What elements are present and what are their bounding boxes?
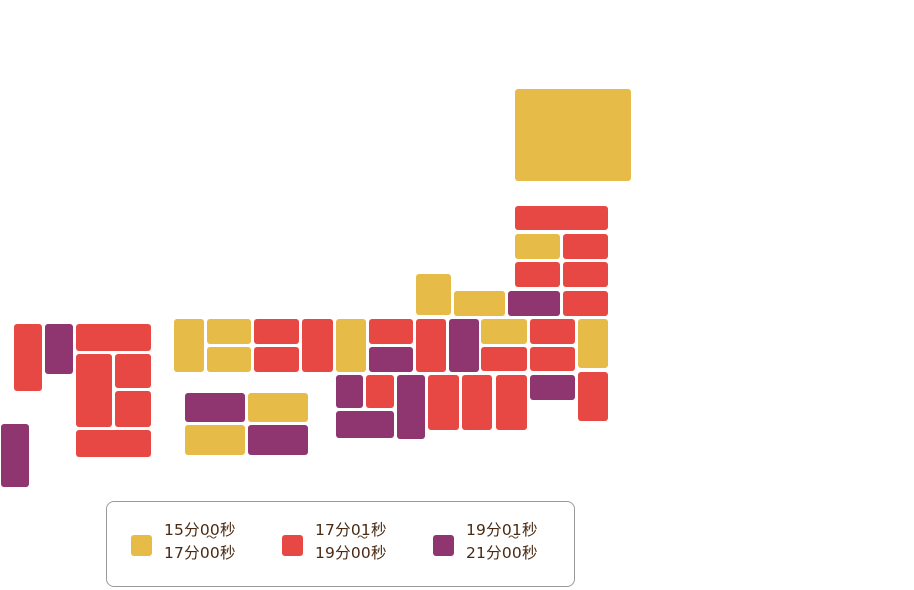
prefecture-tile bbox=[76, 324, 151, 351]
prefecture-tile bbox=[1, 424, 29, 487]
prefecture-tile bbox=[454, 291, 505, 316]
prefecture-tile bbox=[302, 319, 333, 372]
prefecture-tile bbox=[369, 347, 413, 372]
legend-swatch-purple bbox=[433, 535, 454, 556]
prefecture-tile bbox=[248, 393, 308, 422]
prefecture-tile bbox=[185, 393, 245, 422]
prefecture-tile bbox=[416, 274, 451, 315]
prefecture-tile bbox=[530, 319, 575, 344]
prefecture-tile bbox=[115, 354, 151, 388]
prefecture-tile bbox=[397, 375, 425, 439]
prefecture-tile bbox=[481, 347, 527, 371]
prefecture-tile bbox=[369, 319, 413, 344]
prefecture-tile bbox=[481, 319, 527, 344]
prefecture-tile bbox=[174, 319, 204, 372]
legend-range-end: 19分00秒 bbox=[315, 544, 387, 562]
prefecture-tile bbox=[515, 89, 631, 181]
prefecture-tile bbox=[76, 430, 151, 457]
prefecture-tile bbox=[254, 319, 299, 344]
prefecture-tile bbox=[578, 372, 608, 421]
prefecture-tile bbox=[336, 375, 363, 408]
prefecture-tile bbox=[449, 319, 479, 372]
prefecture-tile bbox=[248, 425, 308, 455]
legend-range-start: 17分01秒 bbox=[315, 521, 387, 539]
prefecture-tile bbox=[254, 347, 299, 372]
legend-label: 17分01秒 〜 19分00秒 bbox=[315, 519, 425, 565]
prefecture-tile bbox=[336, 411, 394, 438]
prefecture-tile bbox=[563, 291, 608, 316]
prefecture-tile bbox=[515, 206, 608, 230]
legend-range-tilde: 〜 bbox=[357, 531, 369, 544]
legend-range-end: 21分00秒 bbox=[466, 544, 538, 562]
prefecture-tile bbox=[462, 375, 492, 430]
legend-range-end: 17分00秒 bbox=[164, 544, 236, 562]
prefecture-tile bbox=[515, 234, 560, 259]
prefecture-tile bbox=[508, 291, 560, 316]
prefecture-tile bbox=[76, 354, 112, 427]
prefecture-tile bbox=[428, 375, 459, 430]
prefecture-tile bbox=[530, 375, 575, 400]
prefecture-tile bbox=[416, 319, 446, 372]
legend-range-start: 15分00秒 bbox=[164, 521, 236, 539]
prefecture-tile bbox=[366, 375, 394, 408]
prefecture-tile bbox=[336, 319, 366, 372]
prefecture-tile bbox=[530, 347, 575, 371]
japan-tile-map bbox=[1, 89, 631, 487]
prefecture-tile bbox=[515, 262, 560, 287]
legend-label: 15分00秒 〜 17分00秒 bbox=[164, 519, 274, 565]
prefecture-tile bbox=[578, 319, 608, 368]
prefecture-tile bbox=[563, 234, 608, 259]
legend-range-tilde: 〜 bbox=[206, 531, 218, 544]
prefecture-tile bbox=[14, 324, 42, 391]
prefecture-tile bbox=[207, 347, 251, 372]
legend-range-start: 19分01秒 bbox=[466, 521, 538, 539]
legend: 15分00秒 〜 17分00秒 17分01秒 〜 19分00秒 19分01秒 〜… bbox=[106, 501, 575, 587]
prefecture-tile bbox=[563, 262, 608, 287]
legend-swatch-yellow bbox=[131, 535, 152, 556]
prefecture-tile bbox=[496, 375, 527, 430]
prefecture-tile bbox=[115, 391, 151, 427]
prefecture-tile bbox=[185, 425, 245, 455]
legend-range-tilde: 〜 bbox=[508, 531, 520, 544]
legend-label: 19分01秒 〜 21分00秒 bbox=[466, 519, 576, 565]
legend-swatch-red bbox=[282, 535, 303, 556]
prefecture-tile bbox=[45, 324, 73, 374]
prefecture-tile bbox=[207, 319, 251, 344]
